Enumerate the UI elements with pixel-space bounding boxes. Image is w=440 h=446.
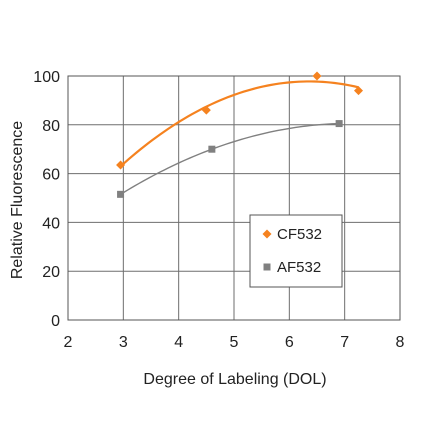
grid — [67, 75, 401, 321]
x-tick-label: 6 — [285, 334, 294, 351]
y-tick-label: 40 — [42, 215, 60, 232]
series — [116, 71, 363, 198]
y-tick-label: 0 — [51, 313, 60, 330]
y-tick-label: 60 — [42, 167, 60, 184]
data-point-cf532 — [116, 160, 126, 170]
x-tick-label: 5 — [230, 334, 239, 351]
legend: CF532 AF532 — [249, 214, 343, 288]
x-tick-label: 4 — [174, 334, 183, 351]
legend-box — [249, 214, 343, 288]
y-tick-label: 20 — [42, 264, 60, 281]
legend-marker-af532 — [263, 263, 271, 271]
y-axis-label: Relative Fluorescence — [9, 121, 26, 279]
data-point-cf532 — [312, 71, 322, 81]
y-tick-label: 100 — [33, 69, 60, 86]
plot-border — [67, 75, 401, 321]
data-point-af532 — [208, 145, 216, 153]
data-point-cf532 — [354, 86, 363, 96]
trendline-af532 — [120, 122, 340, 195]
x-tick-label: 3 — [119, 334, 128, 351]
legend-label-af532: AF532 — [277, 259, 321, 276]
data-point-af532 — [117, 190, 125, 198]
x-tick-label: 7 — [340, 334, 349, 351]
y-tick-label: 80 — [42, 118, 60, 135]
x-tick-label: 2 — [64, 334, 73, 351]
legend-label-cf532: CF532 — [277, 226, 322, 243]
x-axis-label: Degree of Labeling (DOL) — [143, 371, 326, 388]
data-point-af532 — [335, 120, 343, 128]
x-tick-label: 8 — [396, 334, 405, 351]
data-point-cf532 — [201, 105, 211, 115]
legend-marker-cf532 — [262, 229, 272, 239]
trendline-cf532 — [119, 80, 359, 168]
